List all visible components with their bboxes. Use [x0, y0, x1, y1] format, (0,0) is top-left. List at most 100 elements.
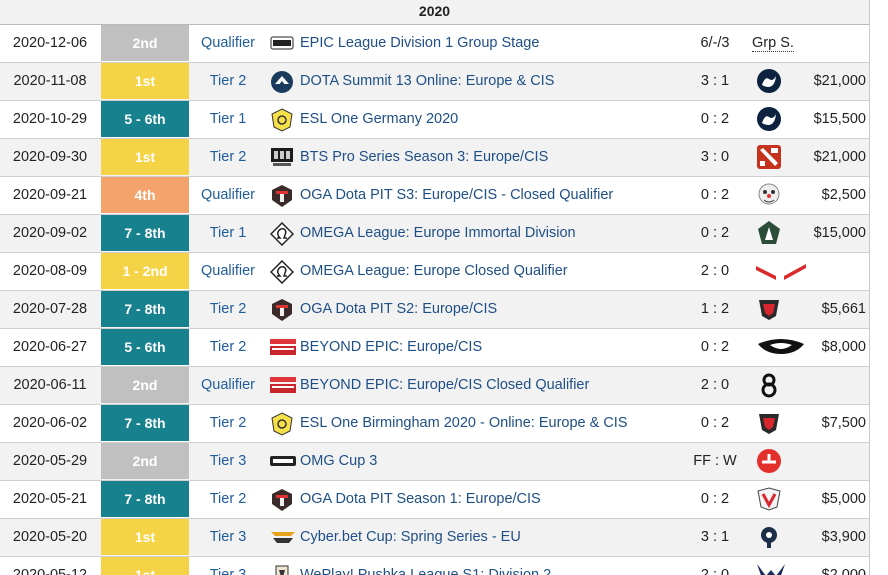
table-row: 2020-07-28 7 - 8th Tier 2 OGA Dota PIT S… [0, 291, 869, 329]
dota-2-icon[interactable] [756, 144, 782, 170]
epic-league-icon[interactable] [270, 32, 294, 54]
beyond-epic-icon[interactable] [270, 336, 296, 358]
tournament-link[interactable]: BEYOND EPIC: Europe/CIS [300, 339, 483, 355]
group-stage-abbr: Grp S. [752, 35, 794, 52]
clown-team-icon[interactable] [756, 182, 782, 208]
table-row: 2020-05-12 1st Tier 3 WePlay! Pushka Lea… [0, 557, 869, 575]
date-cell: 2020-06-02 [12, 415, 88, 431]
table-row: 2020-10-29 5 - 6th Tier 1 ESL One German… [0, 101, 869, 139]
og-icon[interactable] [756, 524, 782, 550]
score-cell: 0 : 2 [700, 491, 730, 507]
date-cell: 2020-06-27 [12, 339, 88, 355]
placement-badge: 7 - 8th [101, 215, 189, 251]
alliance-icon[interactable] [756, 220, 782, 246]
oga-dota-pit-icon[interactable] [270, 184, 294, 208]
oga-dota-pit-icon[interactable] [270, 298, 294, 322]
virtus-pro-style-icon[interactable] [756, 296, 782, 322]
date-cell: 2020-09-21 [12, 187, 88, 203]
prize-cell: $15,500 [813, 111, 866, 127]
tournament-link[interactable]: OMEGA League: Europe Closed Qualifier [300, 263, 568, 279]
team-b8-icon[interactable] [756, 372, 782, 398]
score-cell: 0 : 2 [700, 187, 730, 203]
omega-league-icon[interactable] [270, 222, 294, 246]
tournament-link[interactable]: ESL One Birmingham 2020 - Online: Europe… [300, 415, 628, 431]
score-cell: 2 : 0 [700, 567, 730, 575]
tier-link[interactable]: Qualifier [201, 35, 255, 51]
tier-link[interactable]: Qualifier [201, 263, 255, 279]
table-row: 2020-06-11 2nd Qualifier BEYOND EPIC: Eu… [0, 367, 869, 405]
weplay-pushka-icon[interactable] [270, 564, 294, 575]
tier-link[interactable]: Qualifier [201, 377, 255, 393]
omega-league-icon[interactable] [270, 260, 294, 284]
date-cell: 2020-09-02 [12, 225, 88, 241]
team-secret-icon[interactable] [756, 334, 806, 360]
unicorns-icon[interactable] [756, 562, 786, 575]
score-cell: 2 : 0 [700, 377, 730, 393]
tournament-link[interactable]: Cyber.bet Cup: Spring Series - EU [300, 529, 521, 545]
red-chevron-team-icon[interactable] [756, 258, 806, 284]
virtus-pro-icon[interactable] [756, 486, 782, 512]
cyberbet-cup-icon[interactable] [270, 526, 296, 548]
tier-link[interactable]: Tier 2 [209, 301, 247, 317]
tournament-link[interactable]: OMG Cup 3 [300, 453, 378, 469]
score-cell: 0 : 2 [700, 111, 730, 127]
tournament-link[interactable]: BEYOND EPIC: Europe/CIS Closed Qualifier [300, 377, 590, 393]
tier-link[interactable]: Qualifier [201, 187, 255, 203]
tier-link[interactable]: Tier 1 [209, 111, 247, 127]
oga-dota-pit-icon[interactable] [270, 488, 294, 512]
table-row: 2020-05-29 2nd Tier 3 OMG Cup 3 FF : W [0, 443, 869, 481]
tournament-link[interactable]: OGA Dota PIT S3: Europe/CIS - Closed Qua… [300, 187, 614, 203]
tier-link[interactable]: Tier 2 [209, 73, 247, 89]
year-header: 2020 [0, 0, 869, 25]
prize-cell: $21,000 [813, 149, 866, 165]
date-cell: 2020-09-30 [12, 149, 88, 165]
tournament-link[interactable]: ESL One Germany 2020 [300, 111, 459, 127]
date-cell: 2020-06-11 [13, 377, 87, 393]
team-liquid-icon[interactable] [756, 106, 782, 132]
tournament-link[interactable]: DOTA Summit 13 Online: Europe & CIS [300, 73, 555, 89]
tier-link[interactable]: Tier 3 [209, 529, 247, 545]
table-row: 2020-05-21 7 - 8th Tier 2 OGA Dota PIT S… [0, 481, 869, 519]
date-cell: 2020-12-06 [12, 35, 88, 51]
omg-cup-icon[interactable] [270, 450, 296, 472]
prize-cell: $5,661 [821, 301, 866, 317]
virtus-pro-style-icon[interactable] [756, 410, 782, 436]
tier-link[interactable]: Tier 2 [209, 149, 247, 165]
prize-cell: $8,000 [821, 339, 866, 355]
date-cell: 2020-05-12 [12, 567, 88, 575]
dota-summit-icon[interactable] [270, 70, 294, 94]
score-cell: 2 : 0 [700, 263, 730, 279]
bts-pro-series-icon[interactable] [270, 146, 294, 168]
table-row: 2020-09-02 7 - 8th Tier 1 OMEGA League: … [0, 215, 869, 253]
date-cell: 2020-10-29 [12, 111, 88, 127]
tier-link[interactable]: Tier 2 [209, 339, 247, 355]
tournament-link[interactable]: BTS Pro Series Season 3: Europe/CIS [300, 149, 549, 165]
tier-link[interactable]: Tier 2 [209, 491, 247, 507]
tier-link[interactable]: Tier 2 [209, 415, 247, 431]
placement-badge: 1st [101, 519, 189, 555]
tier-link[interactable]: Tier 3 [209, 567, 247, 575]
score-cell: 0 : 2 [700, 225, 730, 241]
tournament-link[interactable]: OGA Dota PIT S2: Europe/CIS [300, 301, 498, 317]
esl-one-icon[interactable] [270, 412, 294, 436]
table-row: 2020-09-21 4th Qualifier OGA Dota PIT S3… [0, 177, 869, 215]
score-cell: 3 : 0 [700, 149, 730, 165]
placement-badge: 1st [101, 557, 189, 575]
tournament-link[interactable]: WePlay! Pushka League S1: Division 2 [300, 567, 552, 575]
date-cell: 2020-05-29 [12, 453, 88, 469]
table-row: 2020-06-02 7 - 8th Tier 2 ESL One Birmin… [0, 405, 869, 443]
tier-link[interactable]: Tier 1 [209, 225, 247, 241]
tier-link[interactable]: Tier 3 [209, 453, 247, 469]
table-row: 2020-08-09 1 - 2nd Qualifier OMEGA Leagu… [0, 253, 869, 291]
prize-cell: $15,000 [813, 225, 866, 241]
beyond-epic-icon[interactable] [270, 374, 296, 396]
tournament-link[interactable]: OMEGA League: Europe Immortal Division [300, 225, 576, 241]
table-row: 2020-12-06 2nd Qualifier EPIC League Div… [0, 25, 869, 63]
red-circle-team-icon[interactable] [756, 448, 782, 474]
tournament-link[interactable]: OGA Dota PIT Season 1: Europe/CIS [300, 491, 541, 507]
tournament-link[interactable]: EPIC League Division 1 Group Stage [300, 35, 540, 51]
date-cell: 2020-08-09 [12, 263, 88, 279]
esl-one-icon[interactable] [270, 108, 294, 132]
prize-cell: $2,000 [821, 567, 866, 575]
team-liquid-icon[interactable] [756, 68, 782, 94]
